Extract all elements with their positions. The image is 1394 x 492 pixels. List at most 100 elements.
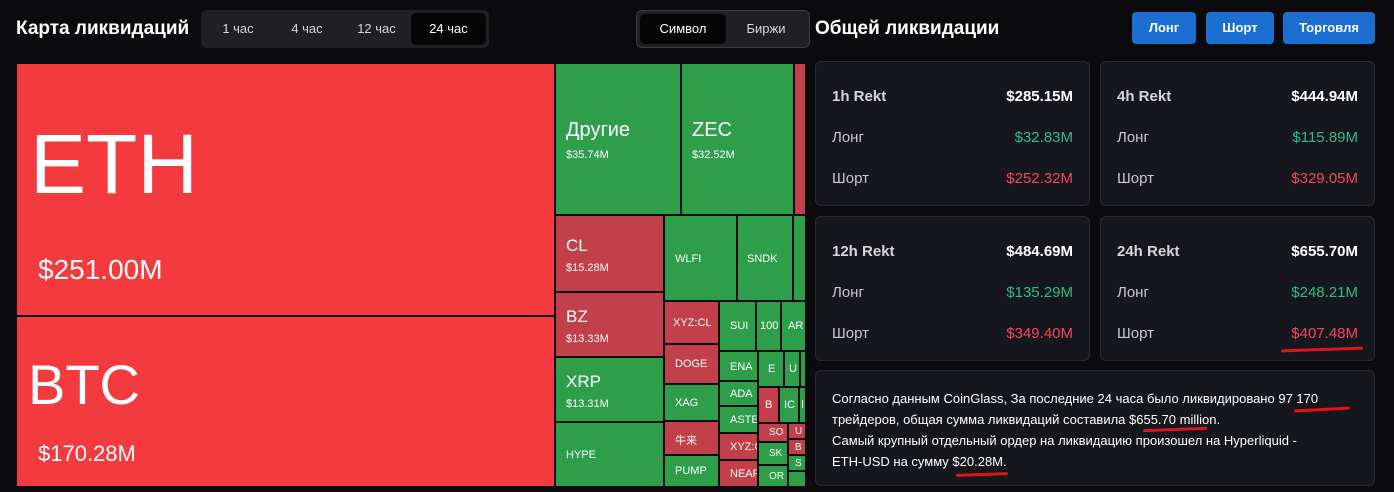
short-button[interactable]: Шорт (1206, 12, 1274, 44)
treemap-cell-100[interactable]: 100 (756, 301, 781, 351)
treemap-cell-e[interactable]: E (758, 351, 784, 387)
treemap-symbol: WLFI (675, 253, 702, 265)
treemap-cell-small[interactable] (788, 471, 806, 487)
treemap-cell-xyzc[interactable]: XYZ:C (719, 433, 758, 460)
rekt-card-1h: 1h Rekt $285.15M Лонг $32.83M Шорт $252.… (815, 61, 1090, 206)
short-label: Шорт (1117, 170, 1154, 187)
long-button[interactable]: Лонг (1132, 12, 1196, 44)
treemap-value: $13.31M (566, 398, 609, 410)
treemap-cell-near[interactable]: NEAR (719, 460, 758, 487)
annotation-underline (1142, 426, 1208, 433)
timeframe-1h-button[interactable]: 1 час (222, 21, 254, 36)
long-label: Лонг (832, 284, 864, 301)
treemap-cell-ena[interactable]: ENA (719, 351, 758, 381)
liquidation-treemap: ETH $251.00M BTC $170.28M Другие $35.74M… (16, 63, 806, 487)
treemap-cell-ada[interactable]: ADA (719, 381, 758, 406)
timeframe-12h-button[interactable]: 12 час (357, 21, 396, 36)
treemap-symbol: B (765, 399, 773, 411)
treemap-value: $35.74M (566, 149, 609, 161)
rekt-total-value: $285.15M (1006, 88, 1073, 105)
treemap-symbol: U (795, 426, 803, 437)
timeframe-selector: 1 час 4 час 12 час 24 час (201, 10, 489, 48)
treemap-cell-s[interactable]: S (788, 455, 806, 471)
treemap-cell-small[interactable] (794, 63, 806, 215)
treemap-cell-hype[interactable]: HYPE (555, 422, 664, 487)
treemap-symbol: U (789, 363, 797, 375)
treemap-symbol: S (795, 458, 802, 469)
treemap-symbol: BTC (28, 353, 140, 416)
summary-line-2: трейдеров, общая сумма ликвидаций состав… (832, 412, 1220, 427)
treemap-cell-xrp[interactable]: XRP $13.31M (555, 357, 664, 422)
treemap-cell-b2[interactable]: B (788, 439, 806, 455)
treemap-cell-cl[interactable]: CL $15.28M (555, 215, 664, 292)
annotation-underline (955, 472, 1009, 477)
mode-exchange-button[interactable]: Биржи (746, 21, 786, 36)
short-label: Шорт (832, 325, 869, 342)
treemap-cell-xag[interactable]: XAG (664, 384, 719, 421)
treemap-cell-sk[interactable]: SK (758, 442, 788, 465)
short-value: $252.32M (1006, 170, 1073, 187)
treemap-cell-or[interactable]: OR (758, 465, 788, 487)
summary-text: million. (1176, 412, 1221, 427)
treemap-cell-b[interactable]: B (758, 387, 779, 423)
treemap-cell-i[interactable]: I (799, 387, 806, 423)
trade-button[interactable]: Торговля (1283, 12, 1375, 44)
treemap-symbol: SNDK (747, 253, 778, 265)
treemap-cell-so[interactable]: SO (758, 423, 788, 442)
liquidation-summary: Согласно данным CoinGlass, За последние … (815, 370, 1375, 486)
rekt-period-label: 12h Rekt (832, 243, 895, 260)
rekt-period-label: 24h Rekt (1117, 243, 1180, 260)
treemap-cell-sndk[interactable]: SNDK (737, 215, 793, 301)
timeframe-4h-button[interactable]: 4 час (291, 21, 323, 36)
total-liquidations-title: Общей ликвидации (815, 18, 1000, 39)
treemap-symbol: SO (769, 427, 784, 438)
treemap-symbol: DOGE (675, 358, 708, 370)
treemap-cell-small[interactable] (793, 215, 806, 301)
rekt-card-4h: 4h Rekt $444.94M Лонг $115.89M Шорт $329… (1100, 61, 1375, 206)
long-label: Лонг (1117, 284, 1149, 301)
treemap-cell-wlfi[interactable]: WLFI (664, 215, 737, 301)
treemap-symbol: ENA (730, 361, 753, 373)
treemap-value: $32.52M (692, 149, 735, 161)
long-value: $135.29M (1006, 284, 1073, 301)
treemap-symbol: Другие (566, 119, 631, 141)
treemap-cell-sui[interactable]: SUI (719, 301, 756, 351)
treemap-cell-small[interactable] (800, 351, 806, 387)
treemap-cell-u[interactable]: U (784, 351, 800, 387)
treemap-symbol: B (795, 442, 802, 453)
treemap-cell-niulai[interactable]: 牛来 (664, 421, 719, 455)
annotation-underline (1280, 346, 1364, 353)
short-value: $349.40M (1006, 325, 1073, 342)
treemap-cell-zec[interactable]: ZEC $32.52M (681, 63, 794, 215)
long-value: $248.21M (1291, 284, 1358, 301)
summary-line-1: Согласно данным CoinGlass, За последние … (832, 391, 1318, 406)
short-value: $407.48M (1291, 325, 1358, 342)
treemap-cell-pump[interactable]: PUMP (664, 455, 719, 487)
treemap-symbol: NEAR (730, 468, 758, 480)
timeframe-24h-button[interactable]: 24 час (411, 13, 486, 45)
treemap-symbol: SK (769, 448, 783, 459)
treemap-cell-ic[interactable]: IC (779, 387, 799, 423)
rekt-total-value: $655.70M (1291, 243, 1358, 260)
rekt-total-value: $444.94M (1291, 88, 1358, 105)
treemap-cell-u2[interactable]: U (788, 423, 806, 439)
treemap-cell-btc[interactable]: BTC $170.28M (16, 316, 555, 487)
treemap-cell-other[interactable]: Другие $35.74M (555, 63, 681, 215)
treemap-symbol: E (768, 363, 776, 375)
treemap-symbol: 牛来 (675, 435, 697, 447)
treemap-symbol: AR (788, 320, 804, 332)
treemap-symbol: ETH (30, 117, 198, 211)
long-value: $32.83M (1014, 129, 1073, 146)
treemap-cell-eth[interactable]: ETH $251.00M (16, 63, 555, 316)
treemap-cell-aste[interactable]: ASTE (719, 406, 758, 433)
treemap-symbol: IC (784, 399, 795, 411)
rekt-card-12h: 12h Rekt $484.69M Лонг $135.29M Шорт $34… (815, 216, 1090, 361)
treemap-cell-ar[interactable]: AR (781, 301, 806, 351)
treemap-symbol: XRP (566, 372, 601, 391)
treemap-cell-doge[interactable]: DOGE (664, 344, 719, 384)
summary-text: трейдеров, общая сумма ликвидаций состав… (832, 412, 1130, 427)
mode-symbol-button[interactable]: Символ (640, 14, 726, 44)
summary-text: Согласно данным CoinGlass, За последние … (832, 391, 1279, 406)
treemap-cell-bz[interactable]: BZ $13.33M (555, 292, 664, 357)
treemap-cell-xyzcl[interactable]: XYZ:CL (664, 301, 719, 344)
